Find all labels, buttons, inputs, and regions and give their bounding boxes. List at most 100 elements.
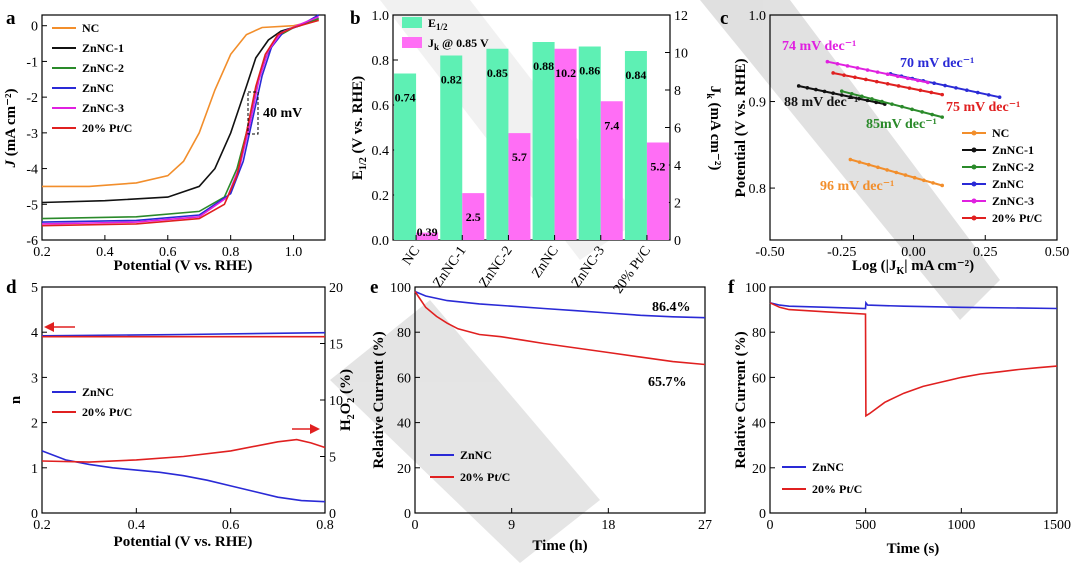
bar-jk-nc bbox=[416, 232, 439, 240]
tafel-label-znnc-3: 74 mV dec⁻¹ bbox=[782, 39, 856, 54]
data-point-znnc-1 bbox=[857, 96, 861, 101]
series-znnc bbox=[414, 290, 706, 319]
data-point-znnc-3 bbox=[895, 74, 900, 79]
data-point-znnc-3 bbox=[926, 80, 930, 85]
y-axis-tick-label: 0 bbox=[404, 507, 411, 522]
x-axis-tick-label: ZnNC-2 bbox=[477, 244, 516, 291]
y-axis-tick-label: 0.9 bbox=[749, 96, 767, 111]
y-axis-left-tick-label: 0.6 bbox=[372, 99, 390, 114]
legend-marker-znnc-2 bbox=[971, 164, 977, 170]
legend-label-nc: NC bbox=[992, 126, 1009, 140]
data-point-znnc bbox=[986, 93, 991, 97]
y-axis-tick-label: -2 bbox=[26, 91, 38, 106]
data-point-znnc-2 bbox=[890, 102, 894, 106]
legend-marker-20-pt-c bbox=[971, 215, 977, 221]
data-point-znnc-2 bbox=[880, 99, 884, 104]
y-axis-right-tick-label: 2 bbox=[674, 197, 681, 212]
y-axis-tick-label: 60 bbox=[397, 371, 411, 386]
bar-e-half-znnc bbox=[532, 42, 555, 240]
data-point-20-pt-c bbox=[896, 84, 901, 88]
data-point-znnc-2 bbox=[860, 94, 864, 99]
x-axis-tick-label: 0.8 bbox=[222, 245, 240, 260]
series-20-pt-c bbox=[414, 291, 706, 366]
panel-label-e: e bbox=[370, 277, 378, 298]
data-point-znnc-3 bbox=[916, 78, 920, 83]
legend-label-20-pt-c: 20% Pt/C bbox=[460, 470, 510, 484]
data-point-znnc-3 bbox=[885, 72, 890, 76]
y-axis-tick-label: -5 bbox=[26, 198, 38, 213]
series-20-pt-c bbox=[769, 302, 1058, 418]
annotation-znnc-retention: 86.4% bbox=[652, 300, 691, 315]
y-axis-right-tick-label: 12 bbox=[674, 9, 688, 24]
tafel-label-znnc: 70 mV dec⁻¹ bbox=[900, 56, 974, 71]
data-point-nc bbox=[857, 160, 862, 164]
x-axis-label: Time (h) bbox=[532, 538, 587, 554]
bar-e-half-znnc-3 bbox=[578, 46, 601, 240]
x-axis-tick-label: 1000 bbox=[947, 518, 975, 533]
y-axis-left-tick-label: 0.0 bbox=[372, 234, 390, 249]
y-axis-right-tick-label: 15 bbox=[329, 338, 343, 353]
data-point-znnc-2 bbox=[930, 112, 934, 117]
data-label-e-half-znnc: 0.88 bbox=[533, 59, 554, 73]
data-point-znnc-3 bbox=[905, 76, 910, 81]
data-point-nc bbox=[866, 162, 871, 167]
data-point-znnc-1 bbox=[814, 87, 818, 92]
y-axis-label: Relative Current (%) bbox=[733, 331, 749, 468]
x-axis-tick-label: 0.4 bbox=[96, 245, 114, 260]
x-axis-tick-label: 0.25 bbox=[973, 245, 998, 260]
data-point-nc bbox=[885, 168, 889, 172]
data-point-znnc bbox=[943, 83, 947, 88]
legend-marker-znnc-1 bbox=[971, 147, 977, 153]
x-axis-tick-label: 0 bbox=[767, 518, 774, 533]
legend-label-znnc-3: ZnNC-3 bbox=[82, 101, 124, 115]
panel-label-f: f bbox=[728, 277, 735, 298]
data-point-znnc-1 bbox=[796, 84, 801, 88]
data-point-znnc-3 bbox=[855, 66, 860, 70]
x-axis-tick-label: 1500 bbox=[1043, 518, 1071, 533]
annotation-ptc-retention: 65.7% bbox=[648, 375, 687, 390]
x-axis-tick-label: -0.50 bbox=[755, 245, 784, 260]
y-axis-left-tick-label: 3 bbox=[31, 371, 38, 386]
y-axis-tick-label: 0 bbox=[759, 507, 766, 522]
legend-label-znnc: ZnNC bbox=[992, 177, 1024, 191]
legend-label-znnc: ZnNC bbox=[460, 448, 492, 462]
data-label-jk-znnc-1: 2.5 bbox=[466, 210, 481, 224]
legend-label-znnc: ZnNC bbox=[812, 460, 844, 474]
data-point-znnc-2 bbox=[940, 115, 944, 119]
bar-e-half-20-pt-c bbox=[624, 51, 647, 240]
y-axis-right-tick-label: 10 bbox=[674, 47, 688, 62]
y-axis-tick-label: 40 bbox=[397, 417, 411, 432]
data-point-nc bbox=[894, 170, 899, 175]
x-axis-tick-label: 1.0 bbox=[285, 245, 303, 260]
data-point-znnc-2 bbox=[870, 97, 874, 101]
data-point-nc bbox=[876, 165, 880, 170]
y-axis-right-label: Jk (mA cm⁻²) bbox=[704, 86, 723, 171]
x-axis-tick-label: 500 bbox=[855, 518, 876, 533]
bar-e-half-znnc-1 bbox=[440, 55, 463, 240]
data-point-nc bbox=[912, 175, 917, 180]
y-axis-right-tick-label: 20 bbox=[329, 281, 343, 296]
y-axis-left-tick-label: 4 bbox=[31, 326, 38, 341]
legend-label-znnc-1: ZnNC-1 bbox=[992, 143, 1034, 157]
data-point-znnc-1 bbox=[874, 100, 878, 105]
data-point-20-pt-c bbox=[842, 73, 846, 77]
data-point-20-pt-c bbox=[940, 92, 944, 97]
data-point-znnc-3 bbox=[825, 59, 830, 64]
x-axis-tick-label: 9 bbox=[508, 518, 515, 533]
data-label-e-half-znnc-3: 0.86 bbox=[579, 64, 600, 78]
y-axis-label: Relative Current (%) bbox=[371, 331, 387, 468]
data-point-20-pt-c bbox=[864, 77, 868, 82]
data-label-jk-20-pt-c: 5.2 bbox=[650, 160, 665, 174]
y-axis-tick-label: 0 bbox=[31, 20, 38, 35]
data-point-znnc-3 bbox=[875, 70, 880, 74]
y-axis-right-tick-label: 5 bbox=[329, 451, 336, 466]
data-point-20-pt-c bbox=[853, 75, 857, 80]
series-nc bbox=[42, 19, 319, 188]
panel-label-a: a bbox=[6, 8, 16, 29]
data-point-20-pt-c bbox=[918, 88, 923, 93]
tafel-label-nc: 96 mV dec⁻¹ bbox=[820, 179, 894, 194]
panel-e: e 0 9 18 27 0 20 40 60 80 100 Time (h) Relative C… bbox=[370, 277, 712, 554]
y-axis-right-tick-label: 4 bbox=[674, 159, 681, 174]
data-point-znnc-2 bbox=[910, 107, 914, 112]
